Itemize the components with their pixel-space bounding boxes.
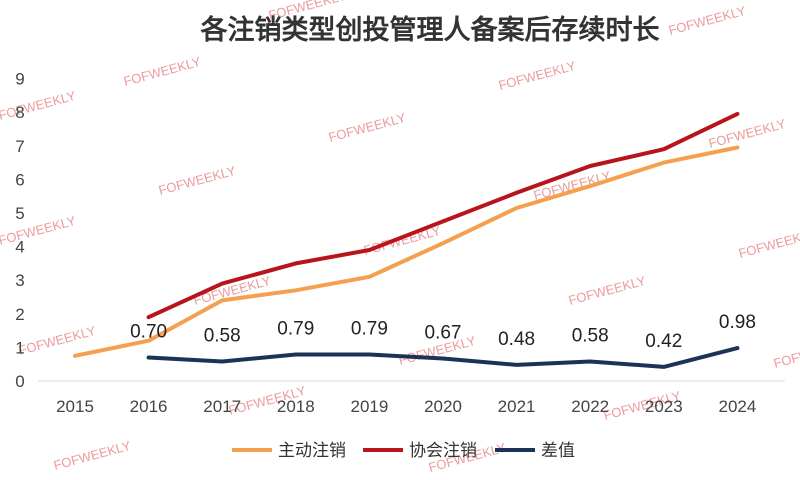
watermark-text: FOFWEEKLY [0,213,78,248]
chart-title: 各注销类型创投管理人备案后存续时长 [200,15,660,46]
y-tick-label: 4 [15,238,24,257]
y-tick-label: 9 [15,70,24,89]
x-tick-label: 2024 [718,397,756,416]
y-tick-label: 2 [15,305,24,324]
legend-label: 主动注销 [278,441,346,461]
watermark-text: FOFWEEKLY [0,88,78,123]
y-tick-label: 8 [15,103,24,122]
y-tick-label: 1 [15,338,24,357]
y-tick-label: 5 [15,204,24,223]
x-tick-label: 2020 [424,397,462,416]
watermark-text: FOFWEEKLY [667,3,748,38]
x-tick-label: 2021 [498,397,536,416]
data-label: 0.79 [351,318,388,339]
data-label: 0.48 [498,329,535,350]
series-line-3 [146,346,740,369]
watermark-text: FOFWEEKLY [497,58,578,93]
data-label: 0.98 [719,312,756,333]
data-label: 0.79 [277,318,314,339]
legend-label: 协会注销 [409,441,477,461]
legend: 主动注销 协会注销 差值 [232,441,575,461]
data-label: 0.70 [130,321,167,342]
x-tick-label: 2017 [203,397,241,416]
x-tick-label: 2019 [350,397,388,416]
data-label: 0.58 [572,326,609,347]
data-label: 0.67 [425,322,462,343]
y-axis-ticks: 0 1 2 3 4 5 6 7 8 9 [15,70,24,391]
x-tick-label: 2016 [130,397,168,416]
watermark-text: FOFWEEKLY [52,438,133,473]
data-label: 0.58 [204,326,241,347]
watermark-text: FOFWEEKLY [567,273,648,308]
watermark-text: FOFWEEKLY [737,226,800,261]
x-tick-label: 2018 [277,397,315,416]
watermark-text: FOFWEEKLY [267,0,348,23]
legend-label: 差值 [541,441,575,461]
watermark-text: FOFWEEKLY [772,336,800,371]
y-tick-label: 7 [15,137,24,156]
x-tick-label: 2023 [645,397,683,416]
series-lines [73,111,740,369]
series-line-2 [146,111,740,320]
x-tick-label: 2022 [571,397,609,416]
y-tick-label: 6 [15,170,24,189]
watermark-text: FOFWEEKLY [157,163,238,198]
watermark-text: FOFWEEKLY [122,54,203,89]
data-label: 0.42 [645,331,682,352]
watermark-text: FOFWEEKLY [327,110,408,145]
y-tick-label: 0 [15,372,24,391]
series-line-1 [73,145,740,358]
data-labels: 0.70 0.58 0.79 0.79 0.67 0.48 0.58 0.42 0.98 [130,312,756,352]
x-axis-ticks: 2015 2016 2017 2018 2019 2020 2021 2022 2023 2024 [56,397,756,416]
x-tick-label: 2015 [56,397,94,416]
y-tick-label: 3 [15,271,24,290]
